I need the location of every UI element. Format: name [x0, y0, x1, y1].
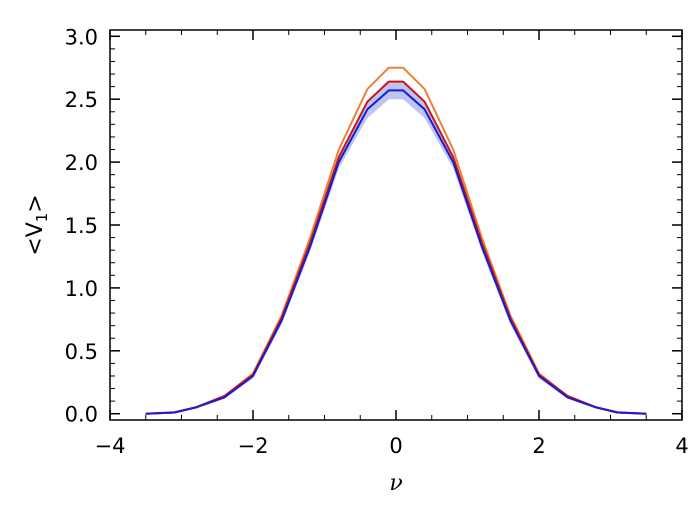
ticks: −4 −2 0 2 4 0.0 0.5 1.0 1.5 2.0 2.5 3.0	[65, 25, 689, 458]
plot-area	[145, 66, 647, 415]
y-axis-label-subscript: 1	[33, 213, 51, 223]
x-axis-label: ν	[389, 471, 402, 496]
uncertainty-band	[145, 82, 647, 414]
x-tick-label: −4	[95, 434, 126, 458]
x-tick-label: −2	[238, 434, 269, 458]
y-tick-label: 1.0	[65, 277, 98, 301]
y-tick-label: 2.0	[65, 151, 98, 175]
y-tick-label: 2.5	[65, 88, 98, 112]
y-axis-label-main: <V	[23, 222, 48, 255]
x-tick-label: 4	[675, 434, 688, 458]
y-tick-label: 0.5	[65, 340, 98, 364]
y-axis-label-suffix: >	[23, 194, 48, 212]
x-tick-label: 0	[389, 434, 402, 458]
y-tick-label: 3.0	[65, 25, 98, 49]
series-line-2	[145, 80, 647, 415]
y-axis-label: <V1>	[23, 194, 51, 255]
y-tick-label: 0.0	[65, 403, 98, 427]
x-tick-label: 2	[532, 434, 545, 458]
series-line-1	[145, 66, 647, 415]
y-tick-label: 1.5	[65, 214, 98, 238]
series-line-3	[145, 89, 647, 415]
